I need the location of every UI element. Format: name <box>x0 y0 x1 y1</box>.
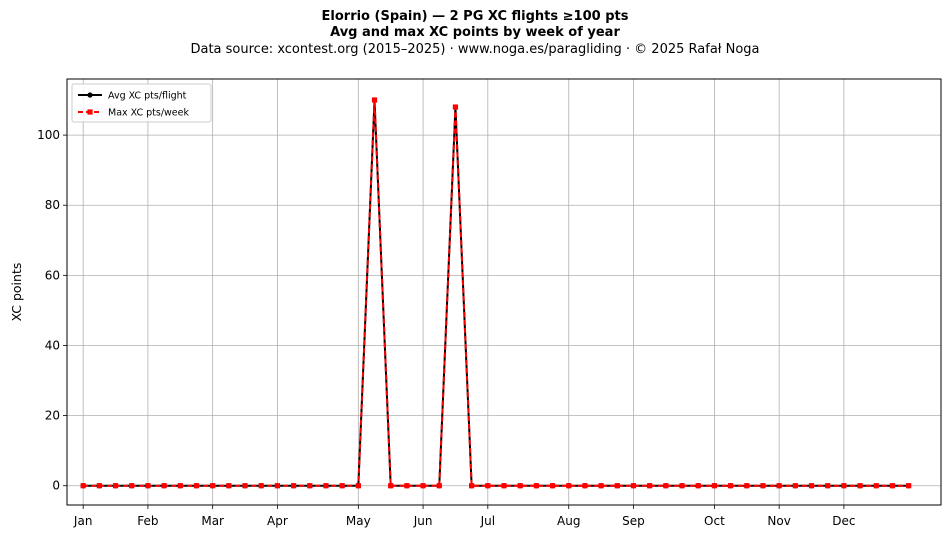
x-tick-label: Aug <box>557 514 580 528</box>
max-point <box>80 483 86 489</box>
x-tick-label: Jan <box>73 514 93 528</box>
max-point <box>242 483 248 489</box>
max-point <box>129 483 135 489</box>
chart-titles: Elorrio (Spain) — 2 PG XC flights ≥100 p… <box>0 9 950 58</box>
legend-avg-marker <box>87 92 93 98</box>
y-tick-label: 60 <box>45 268 60 282</box>
legend-avg-label: Avg XC pts/flight <box>108 91 187 102</box>
max-point <box>177 483 183 489</box>
max-point <box>841 483 847 489</box>
max-point <box>808 483 815 489</box>
max-point <box>404 483 410 489</box>
y-tick-label: 20 <box>45 409 60 423</box>
max-point <box>452 104 459 110</box>
max-point <box>679 483 685 489</box>
x-tick-label: May <box>346 514 371 528</box>
x-tick-label: Oct <box>704 514 725 528</box>
axes-frame <box>66 78 942 506</box>
max-point <box>339 483 345 489</box>
max-point <box>533 483 539 489</box>
max-point <box>744 483 750 489</box>
max-point <box>906 483 912 489</box>
data-source-note: Data source: xcontest.org (2015–2025) · … <box>190 42 760 57</box>
x-tick-label: Nov <box>767 514 790 528</box>
max-point <box>566 483 572 489</box>
max-point <box>630 483 637 489</box>
y-tick-label: 0 <box>52 479 60 493</box>
max-point <box>355 483 361 489</box>
max-point <box>598 483 604 489</box>
max-point <box>323 483 329 489</box>
max-point <box>226 483 232 489</box>
max-point <box>210 483 216 489</box>
x-tick-label: Jul <box>480 514 495 528</box>
legend-max-marker <box>87 109 93 115</box>
max-point <box>501 483 507 489</box>
max-point <box>420 483 426 489</box>
max-point <box>112 483 119 489</box>
y-tick-label: 40 <box>45 338 60 352</box>
grid-lines <box>67 79 941 505</box>
max-point <box>727 483 734 489</box>
max-point <box>517 483 523 489</box>
max-point <box>776 483 782 489</box>
max-point <box>274 483 281 489</box>
max-point <box>145 483 151 489</box>
max-point <box>193 483 200 489</box>
x-tick-label: Jun <box>413 514 433 528</box>
max-point <box>825 483 831 489</box>
chart-subtitle: Avg and max XC points by week of year <box>330 25 620 40</box>
max-point <box>695 483 701 489</box>
max-point <box>873 483 879 489</box>
max-point <box>388 483 394 489</box>
max-point <box>371 97 378 103</box>
max-point <box>647 483 653 489</box>
max-point <box>258 483 264 489</box>
max-point <box>485 483 491 489</box>
y-tick-label: 100 <box>37 128 60 142</box>
legend-max-label: Max XC pts/week <box>108 108 189 119</box>
y-tick-label: 80 <box>45 198 60 212</box>
max-point <box>161 483 167 489</box>
x-tick-label: Mar <box>201 514 224 528</box>
series-layer <box>80 97 912 489</box>
x-tick-label: Sep <box>622 514 645 528</box>
legend-box <box>71 83 212 123</box>
max-point <box>760 483 766 489</box>
max-point <box>663 483 669 489</box>
max-point <box>549 483 556 489</box>
max-point <box>96 483 102 489</box>
legend: Avg XC pts/flight Max XC pts/week <box>71 83 212 123</box>
chart-title: Elorrio (Spain) — 2 PG XC flights ≥100 p… <box>321 9 629 24</box>
max-series-line <box>83 99 909 487</box>
max-point <box>614 483 620 489</box>
avg-series-line <box>83 99 909 487</box>
max-point <box>792 483 798 489</box>
max-point <box>290 483 297 489</box>
max-point <box>582 483 588 489</box>
x-tick-label: Feb <box>137 514 158 528</box>
y-axis-label: XC points <box>9 263 24 322</box>
x-tick-label: Dec <box>832 514 855 528</box>
max-point <box>469 483 475 489</box>
max-point <box>436 483 442 489</box>
max-point <box>711 483 718 489</box>
max-point <box>307 483 313 489</box>
max-point <box>857 483 863 489</box>
max-point <box>889 483 896 489</box>
x-tick-label: Apr <box>267 514 288 528</box>
axis-ticks: Jan Feb Mar Apr May Jun Jul Aug Sep Oct Nov Dec 0 20 4… <box>37 128 855 528</box>
